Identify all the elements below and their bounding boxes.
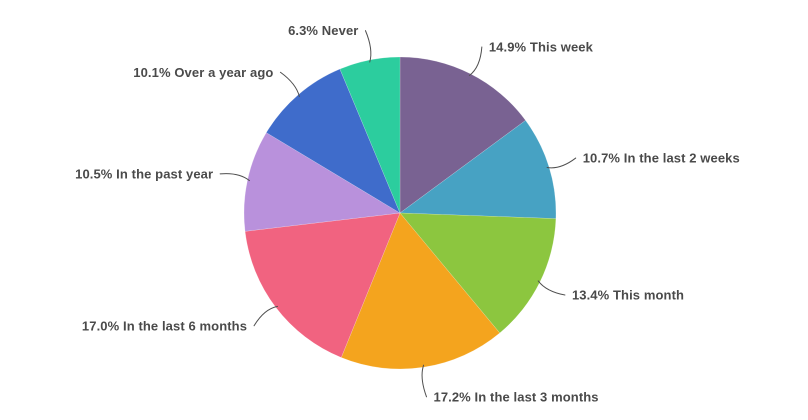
leader-line-never (364, 30, 372, 63)
pie-slice-never[interactable] (339, 56, 401, 214)
slice-label-in-the-last-3-months: 17.2% In the last 3 months (433, 389, 598, 404)
slice-label-in-the-last-2-weeks: 10.7% In the last 2 weeks (583, 151, 740, 166)
pie-slice-in-the-last-3-months[interactable] (341, 212, 500, 370)
slice-label-in-the-past-year: 10.5% In the past year (75, 166, 213, 181)
leader-line-in-the-past-year (219, 173, 250, 182)
slice-label-this-week: 14.9% This week (489, 40, 594, 55)
leader-line-in-the-last-2-weeks (546, 157, 577, 169)
pie-slice-over-a-year-ago[interactable] (266, 68, 401, 214)
pie-slice-this-week[interactable] (399, 56, 526, 214)
slice-label-never: 6.3% Never (288, 23, 358, 38)
slice-label-this-month: 13.4% This month (572, 288, 684, 303)
pie-slice-in-the-past-year[interactable] (243, 132, 401, 232)
pie-slice-in-the-last-2-weeks[interactable] (399, 120, 557, 219)
pie-slice-in-the-last-6-months[interactable] (244, 212, 401, 358)
leader-line-over-a-year-ago (279, 71, 300, 97)
leader-line-this-month (537, 280, 566, 296)
pie-slice-this-month[interactable] (399, 212, 557, 334)
leader-line-in-the-last-6-months (253, 305, 279, 327)
slice-label-in-the-last-6-months: 17.0% In the last 6 months (82, 318, 247, 333)
leader-line-this-week (468, 46, 483, 77)
slice-label-over-a-year-ago: 10.1% Over a year ago (133, 65, 273, 80)
leader-line-in-the-last-3-months (421, 364, 427, 398)
